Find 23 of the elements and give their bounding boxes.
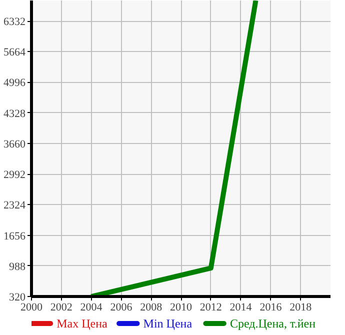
x-tick-label: 2014 — [230, 302, 252, 314]
y-tick-label: 4328 — [4, 108, 26, 120]
x-tick-label: 2008 — [140, 302, 163, 314]
y-tick-label: 3660 — [4, 138, 26, 150]
legend-label: Сред.Цена, т.йен — [230, 316, 316, 330]
y-tick-label: 4996 — [4, 77, 26, 90]
x-tick-label: 2000 — [20, 302, 43, 314]
x-tick-label: 2006 — [110, 302, 133, 314]
y-tick-label: 320 — [9, 292, 26, 304]
x-tick-label: 2018 — [290, 302, 312, 314]
y-tick-label: 6332 — [4, 16, 26, 28]
y-tick-label: 2992 — [4, 169, 26, 182]
x-tick-label: 2010 — [170, 302, 192, 314]
x-tick-label: 2004 — [80, 302, 103, 314]
x-tick-label: 2016 — [260, 302, 282, 314]
y-tick-label: 2324 — [4, 200, 26, 212]
y-tick-label: 5664 — [4, 46, 26, 59]
legend-label: Max Цена — [56, 316, 108, 330]
y-tick-label: 988 — [9, 260, 26, 273]
x-tick-label: 2002 — [50, 302, 72, 314]
x-tick-label: 2012 — [200, 302, 222, 314]
legend-label: Min Цена — [143, 316, 193, 330]
y-tick-label: 1656 — [4, 230, 26, 242]
